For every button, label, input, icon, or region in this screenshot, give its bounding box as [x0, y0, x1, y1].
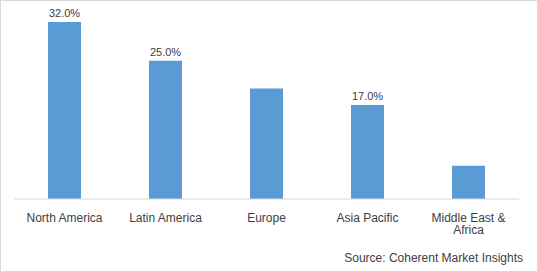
svg-text:Middle East &Africa: Middle East &Africa	[431, 211, 505, 237]
svg-text:Asia Pacific: Asia Pacific	[336, 211, 398, 225]
svg-text:Europe: Europe	[247, 211, 286, 225]
svg-text:Latin America: Latin America	[129, 211, 202, 225]
svg-text:32.0%: 32.0%	[49, 7, 80, 19]
html-text:Source: Coherent Market Insigh: Source: Coherent Market Insights	[344, 251, 523, 265]
svg-text:17.0%: 17.0%	[352, 90, 383, 102]
svg-text:North America: North America	[26, 211, 102, 225]
svg-text:25.0%: 25.0%	[150, 46, 181, 58]
